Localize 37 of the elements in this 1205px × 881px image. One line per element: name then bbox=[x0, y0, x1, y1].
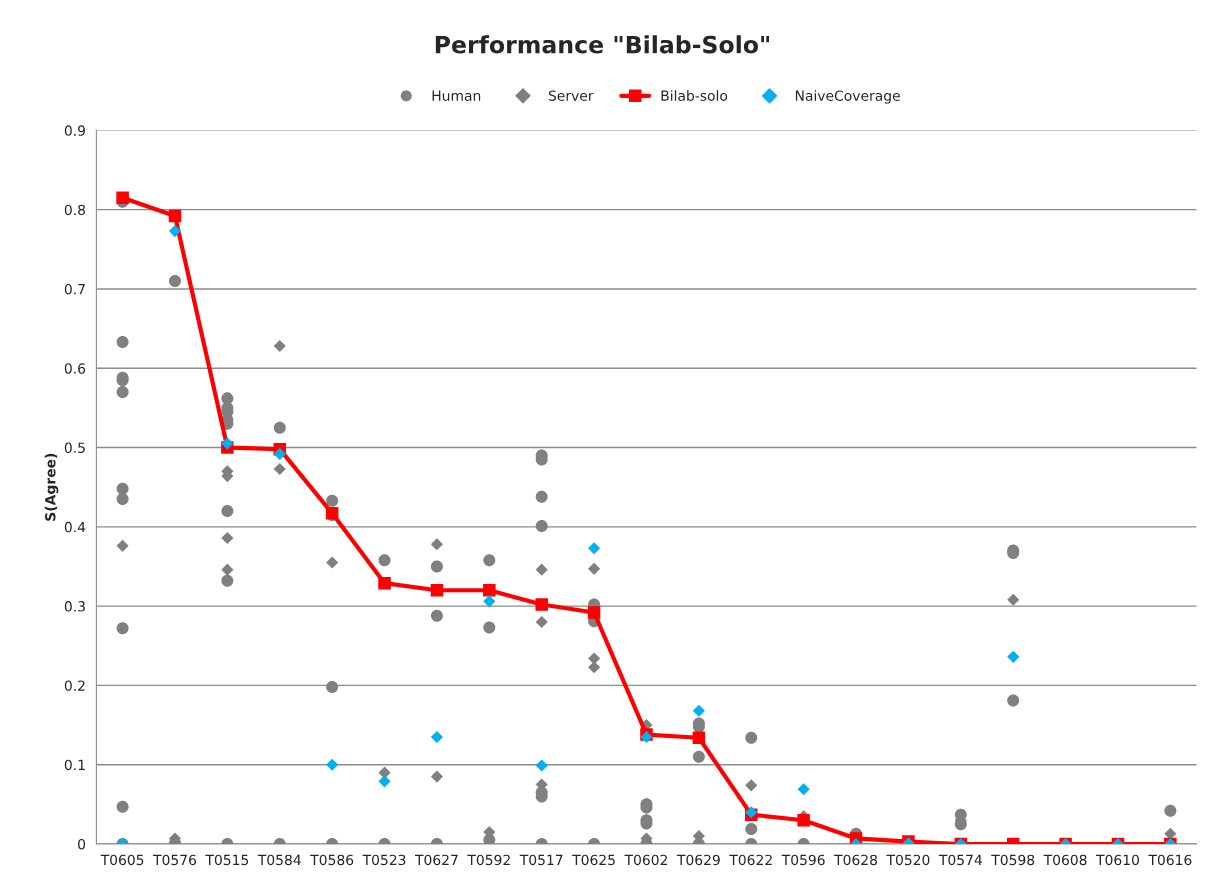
x-tick-label: T0523 bbox=[362, 854, 406, 866]
legend-label: Human bbox=[432, 90, 481, 101]
x-tick-label: T0520 bbox=[886, 854, 930, 866]
x-tick-label: T0608 bbox=[1043, 854, 1087, 866]
x-tick-label: T0628 bbox=[834, 854, 877, 866]
y-tick-label: 0.8 bbox=[64, 204, 86, 216]
y-tick-label: 0.1 bbox=[64, 759, 85, 771]
x-tick-label: T0584 bbox=[257, 854, 301, 866]
x-tick-label: T0629 bbox=[676, 854, 720, 866]
x-tick-label: T0517 bbox=[519, 854, 563, 866]
y-tick-label: 0.4 bbox=[64, 521, 86, 533]
x-tick-label: T0574 bbox=[938, 854, 982, 866]
y-tick-label: 0.7 bbox=[64, 283, 85, 295]
x-tick-label: T0602 bbox=[624, 854, 668, 866]
y-tick-label: 0.6 bbox=[64, 363, 86, 374]
x-tick-label: T0586 bbox=[310, 854, 354, 866]
x-tick-label: T0625 bbox=[572, 854, 615, 866]
y-tick-label: 0.3 bbox=[64, 601, 85, 612]
y-tick-label: 0.2 bbox=[64, 680, 85, 691]
legend-label: NaiveCoverage bbox=[795, 90, 900, 104]
x-tick-label: T0515 bbox=[205, 854, 249, 866]
y-tick-label: 0.5 bbox=[64, 442, 85, 454]
x-tick-label: T0598 bbox=[991, 854, 1035, 866]
x-tick-label: T0622 bbox=[729, 854, 772, 866]
y-tick-label: 0.9 bbox=[64, 125, 86, 136]
x-tick-label: T0627 bbox=[414, 854, 458, 866]
x-tick-label: T0592 bbox=[467, 854, 510, 866]
x-tick-label: T0596 bbox=[781, 854, 825, 866]
y-axis-title: S(Agree) bbox=[44, 453, 59, 521]
x-tick-label: T0610 bbox=[1096, 854, 1139, 866]
legend-label: Bilab-solo bbox=[661, 90, 728, 101]
chart-title: Performance "Bilab-Solo" bbox=[435, 35, 770, 54]
x-tick-label: T0616 bbox=[1148, 854, 1192, 866]
x-tick-label: T0576 bbox=[153, 854, 197, 866]
y-tick-label: 0 bbox=[78, 838, 86, 850]
legend-label: Server bbox=[548, 90, 594, 101]
x-tick-label: T0605 bbox=[100, 854, 144, 866]
